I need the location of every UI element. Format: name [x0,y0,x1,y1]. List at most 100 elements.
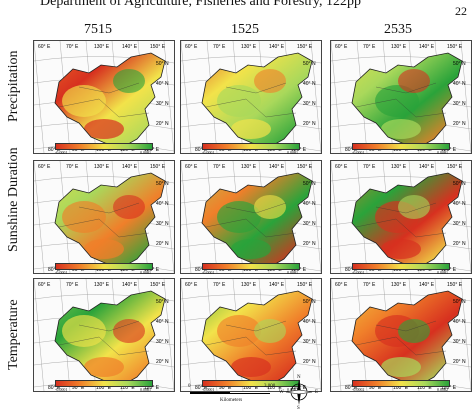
svg-text:140° E: 140° E [269,282,285,288]
svg-text:150° E: 150° E [447,164,463,170]
svg-text:30° N: 30° N [453,339,466,345]
legend-labels: -0.0001 0.0002 [202,387,298,392]
legend-labels: -0.0001 0.0001 [352,150,448,155]
page-number: 22 [455,4,467,18]
svg-text:60° E: 60° E [335,164,348,170]
svg-text:60° E: 60° E [38,282,51,288]
map-panel-temperature-2535: 60° E 70° E 130° E 140° E 150° E 80° E 90° E 10… [330,278,472,392]
svg-text:150° E: 150° E [447,282,463,288]
svg-text:70° E: 70° E [363,282,376,288]
svg-text:150° E: 150° E [297,44,313,50]
svg-text:100° E: 100° E [243,267,259,273]
compass-n: N [297,375,301,380]
china-map-svg: 60° E 70° E 130° E 140° E 150° E 80° E 90° E 10… [181,161,321,273]
svg-text:110° E: 110° E [120,147,135,153]
svg-text:50° N: 50° N [453,181,466,187]
svg-text:100° E: 100° E [96,385,112,391]
svg-text:110° E: 110° E [417,147,432,153]
svg-text:120° E: 120° E [291,267,307,273]
svg-text:70° E: 70° E [213,164,226,170]
svg-text:20° N: 20° N [156,359,169,365]
svg-text:150° E: 150° E [150,164,166,170]
svg-text:140° E: 140° E [122,282,138,288]
legend-labels: -0.0001 0.0001 [55,270,151,275]
svg-text:140° E: 140° E [269,164,285,170]
china-map-svg: 60° E 70° E 130° E 140° E 150° E 80° E 90° E 10… [181,41,321,153]
svg-text:90° E: 90° E [219,147,232,153]
svg-text:50° N: 50° N [156,181,169,187]
svg-text:60° E: 60° E [185,44,198,50]
svg-text:70° E: 70° E [66,164,79,170]
compass-e: E [315,390,319,395]
svg-text:50° N: 50° N [303,299,316,305]
legend-labels: -0.0001 0.0001 [55,150,151,155]
map-panel-temperature-7515: 60° E 70° E 130° E 140° E 150° E 80° E 90° E 10… [33,278,175,392]
svg-text:40° N: 40° N [303,81,316,87]
svg-text:90° E: 90° E [219,385,232,391]
svg-text:120° E: 120° E [441,385,457,391]
legend-labels: -0.0002 0.0002 [352,387,448,392]
legend-low-label: -0.0001 [202,150,215,155]
svg-text:150° E: 150° E [447,44,463,50]
scale-bar [190,390,274,396]
svg-text:140° E: 140° E [419,44,435,50]
legend-labels: -0.0001 0.0001 [202,150,298,155]
color-legend-sunshine-duration-2535 [352,263,450,270]
color-legend-precipitation-1525 [202,143,300,150]
column-title-1525: 1525 [231,22,259,37]
svg-text:60° E: 60° E [335,44,348,50]
svg-text:120° E: 120° E [441,267,457,273]
svg-text:100° E: 100° E [243,147,259,153]
color-legend-sunshine-duration-1525 [202,263,300,270]
svg-text:40° N: 40° N [156,81,169,87]
svg-text:50° N: 50° N [303,61,316,67]
svg-text:130° E: 130° E [94,164,110,170]
svg-text:30° N: 30° N [453,221,466,227]
svg-text:50° N: 50° N [156,299,169,305]
svg-text:70° E: 70° E [66,44,79,50]
svg-text:20° N: 20° N [453,121,466,127]
svg-text:50° N: 50° N [453,299,466,305]
legend-low-label: -0.0001 [55,387,68,392]
svg-text:40° N: 40° N [303,319,316,325]
svg-text:20° N: 20° N [453,359,466,365]
map-panel-sunshine-duration-1525: 60° E 70° E 130° E 140° E 150° E 80° E 90° E 10… [180,160,322,274]
map-panel-sunshine-duration-7515: 60° E 70° E 130° E 140° E 150° E 80° E 90° E 10… [33,160,175,274]
svg-text:50° N: 50° N [156,61,169,67]
svg-text:110° E: 110° E [120,267,135,273]
column-title-2535: 2535 [384,22,412,37]
svg-text:60° E: 60° E [185,282,198,288]
svg-text:100° E: 100° E [393,267,409,273]
svg-text:120° E: 120° E [144,267,160,273]
svg-text:20° N: 20° N [303,359,316,365]
svg-text:90° E: 90° E [369,147,382,153]
column-title-7515: 7515 [84,22,112,37]
row-label-precipitation: Precipitation [6,50,21,122]
svg-text:110° E: 110° E [417,267,432,273]
svg-text:120° E: 120° E [441,147,457,153]
svg-text:100° E: 100° E [96,147,112,153]
legend-low-label: -0.0001 [202,387,215,392]
svg-text:110° E: 110° E [417,385,432,391]
color-legend-temperature-7515 [55,380,153,387]
legend-high-label: 0.0001 [437,150,448,155]
svg-text:70° E: 70° E [213,282,226,288]
svg-text:30° N: 30° N [156,101,169,107]
svg-text:60° E: 60° E [38,44,51,50]
compass-s: S [297,406,300,411]
china-map-svg: 60° E 70° E 130° E 140° E 150° E 80° E 90° E 10… [34,279,174,391]
svg-text:80° E: 80° E [195,385,208,391]
legend-labels: -0.0001 0.0001 [352,270,448,275]
svg-text:150° E: 150° E [297,282,313,288]
svg-text:70° E: 70° E [66,282,79,288]
svg-text:60° E: 60° E [38,164,51,170]
svg-text:60° E: 60° E [335,282,348,288]
china-map-svg: 60° E 70° E 130° E 140° E 150° E 80° E 90° E 10… [331,161,471,273]
svg-text:30° N: 30° N [303,101,316,107]
legend-high-label: 0.0001 [140,150,151,155]
svg-text:40° N: 40° N [453,81,466,87]
legend-low-label: -0.0001 [352,150,365,155]
svg-text:80° E: 80° E [48,385,61,391]
svg-text:20° N: 20° N [156,241,169,247]
svg-text:80° E: 80° E [48,267,61,273]
